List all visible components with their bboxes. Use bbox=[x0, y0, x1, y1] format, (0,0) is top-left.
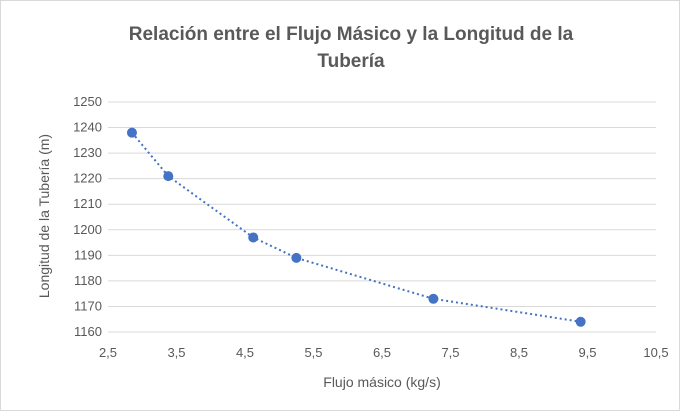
data-point-6 bbox=[575, 316, 586, 327]
y-tick-label-1220: 1220 bbox=[73, 171, 102, 186]
x-tick-label-6-5: 6,5 bbox=[373, 345, 391, 360]
x-tick-label-9-5: 9,5 bbox=[578, 345, 596, 360]
data-point-3 bbox=[248, 232, 259, 243]
trendline bbox=[131, 132, 581, 323]
y-tick-label-1160: 1160 bbox=[74, 324, 102, 339]
y-tick-label-1240: 1240 bbox=[73, 120, 102, 135]
data-point-4 bbox=[291, 252, 302, 263]
y-tick-label-1170: 1170 bbox=[74, 298, 102, 313]
y-axis-tick-labels: 1160 1170 1180 1190 1200 1210 1220 1230 1240 1250 bbox=[73, 94, 102, 339]
x-axis-tick-labels: 2,5 3,5 4,5 5,5 6,5 7,5 8,5 9,5 10,5 bbox=[99, 345, 669, 360]
y-tick-label-1200: 1200 bbox=[73, 222, 102, 237]
x-tick-label-7-5: 7,5 bbox=[441, 345, 459, 360]
x-tick-label-3-5: 3,5 bbox=[167, 345, 185, 360]
x-tick-label-2-5: 2,5 bbox=[99, 345, 117, 360]
y-axis-label: Longitud de la Tubería (m) bbox=[36, 134, 52, 298]
data-points bbox=[126, 127, 586, 327]
x-tick-label-4-5: 4,5 bbox=[236, 345, 254, 360]
data-point-2 bbox=[163, 171, 174, 182]
gridlines bbox=[108, 101, 656, 333]
chart-title-line-1: Relación entre el Flujo Másico y la Long… bbox=[128, 24, 574, 45]
chart-title: Relación entre el Flujo Másico y la Long… bbox=[1, 21, 680, 75]
chart-title-line-2: Tubería bbox=[317, 51, 385, 72]
y-tick-label-1180: 1180 bbox=[74, 273, 102, 288]
x-axis-label: Flujo másico (kg/s) bbox=[323, 374, 440, 390]
data-point-1 bbox=[126, 127, 137, 138]
x-tick-label-10-5: 10,5 bbox=[643, 345, 668, 360]
y-tick-label-1190: 1190 bbox=[74, 247, 102, 262]
y-tick-label-1230: 1230 bbox=[73, 145, 102, 160]
x-tick-label-5-5: 5,5 bbox=[304, 345, 322, 360]
y-tick-label-1210: 1210 bbox=[73, 196, 102, 211]
y-tick-label-1250: 1250 bbox=[73, 94, 102, 109]
data-point-5 bbox=[428, 293, 439, 304]
x-tick-label-8-5: 8,5 bbox=[510, 345, 528, 360]
